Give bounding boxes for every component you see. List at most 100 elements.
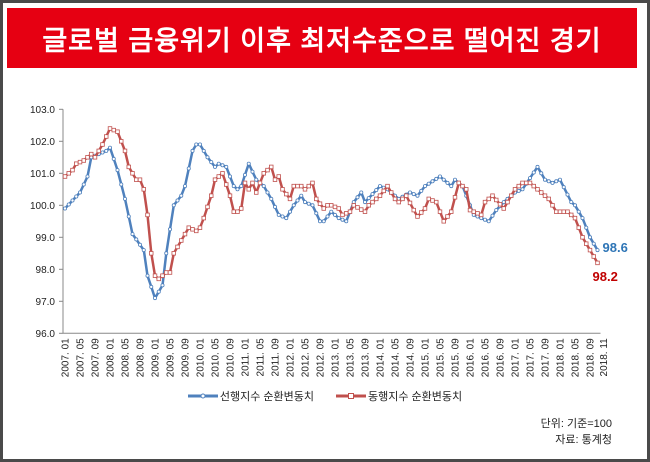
data-point: [336, 216, 341, 221]
data-point: [216, 161, 221, 166]
data-point: [261, 184, 266, 189]
data-point: [595, 260, 600, 266]
data-point: [539, 190, 544, 195]
data-point: [134, 237, 139, 242]
data-point: [235, 209, 240, 214]
data-point: [385, 183, 390, 189]
legend-swatch-coincident: [336, 393, 366, 399]
x-tick-label: 2008. 05: [121, 338, 132, 377]
data-point: [490, 213, 495, 218]
data-point: [194, 142, 199, 147]
data-point: [295, 183, 300, 189]
x-tick-label: 2015. 01: [421, 338, 432, 377]
data-point: [115, 129, 120, 134]
data-point: [257, 180, 263, 186]
data-point: [437, 209, 443, 214]
data-point: [242, 172, 247, 177]
data-point: [152, 296, 157, 301]
data-point: [531, 170, 536, 175]
data-point: [250, 180, 255, 186]
data-point: [520, 180, 525, 186]
data-point: [254, 177, 259, 182]
data-point: [355, 205, 360, 210]
data-point: [314, 196, 319, 202]
data-point: [265, 167, 270, 173]
x-tick-label: 2016. 01: [466, 338, 477, 377]
data-point: [362, 200, 367, 205]
data-point: [584, 225, 589, 230]
data-point: [332, 204, 338, 210]
data-point: [419, 210, 424, 215]
x-tick-label: 2014. 01: [376, 338, 387, 377]
data-point: [224, 182, 229, 187]
data-point: [561, 185, 566, 190]
data-point: [201, 148, 206, 153]
legend-item-coincident: 동행지수 순환변동치: [336, 388, 462, 404]
legend-label-coincident: 동행지수 순환변동치: [368, 391, 463, 403]
data-point: [130, 171, 135, 176]
data-point: [123, 196, 128, 201]
y-tick-label: 100.0: [30, 201, 55, 212]
data-point: [377, 184, 382, 189]
data-point: [591, 241, 596, 246]
data-point: [295, 198, 300, 203]
data-point: [445, 180, 450, 185]
data-point: [100, 150, 105, 155]
y-tick-label: 97.0: [36, 297, 56, 308]
data-point: [415, 193, 420, 198]
data-point: [220, 171, 225, 176]
data-point: [212, 177, 218, 182]
x-tick-label: 2007. 01: [61, 338, 72, 377]
data-point: [512, 187, 518, 192]
data-point: [374, 188, 379, 193]
data-point: [160, 273, 165, 278]
data-point: [434, 199, 439, 205]
x-tick-label: 2016. 05: [481, 338, 492, 377]
data-point: [190, 227, 195, 232]
data-point: [209, 160, 214, 165]
data-point: [509, 193, 514, 198]
x-tick-label: 2009. 01: [151, 338, 162, 377]
data-point: [543, 177, 548, 182]
data-point: [111, 156, 116, 161]
data-point: [186, 166, 191, 171]
data-point: [407, 190, 412, 195]
data-point: [171, 251, 176, 256]
data-point: [197, 225, 203, 230]
data-point: [291, 203, 296, 208]
x-tick-label: 2018. 09: [586, 338, 597, 377]
data-point: [137, 242, 142, 247]
x-tick-label: 2014. 05: [391, 338, 402, 377]
data-point: [122, 148, 128, 154]
data-point: [134, 177, 139, 182]
data-point: [317, 201, 323, 206]
data-point: [261, 171, 266, 176]
data-point: [366, 196, 371, 201]
data-point: [332, 212, 337, 217]
data-point: [490, 193, 495, 198]
x-tick-label: 2008. 09: [136, 338, 147, 377]
data-point: [276, 174, 281, 179]
data-point: [550, 203, 555, 208]
data-point: [516, 188, 521, 193]
data-point: [246, 161, 251, 166]
data-point: [389, 190, 394, 195]
data-point: [588, 235, 593, 240]
data-point: [321, 206, 326, 211]
data-point: [482, 199, 488, 205]
data-point: [392, 196, 398, 202]
data-point: [190, 148, 195, 153]
data-point: [426, 196, 431, 202]
data-point: [66, 171, 71, 176]
data-point: [449, 184, 454, 189]
data-point: [141, 248, 146, 253]
data-point: [497, 202, 503, 207]
data-point: [145, 212, 150, 218]
x-tick-label: 2007. 05: [76, 338, 87, 377]
data-point: [561, 209, 566, 214]
data-point: [591, 254, 596, 259]
x-tick-label: 2012. 01: [286, 338, 297, 377]
data-point: [306, 201, 311, 206]
series-line-0: [64, 143, 599, 300]
data-point: [471, 209, 476, 214]
